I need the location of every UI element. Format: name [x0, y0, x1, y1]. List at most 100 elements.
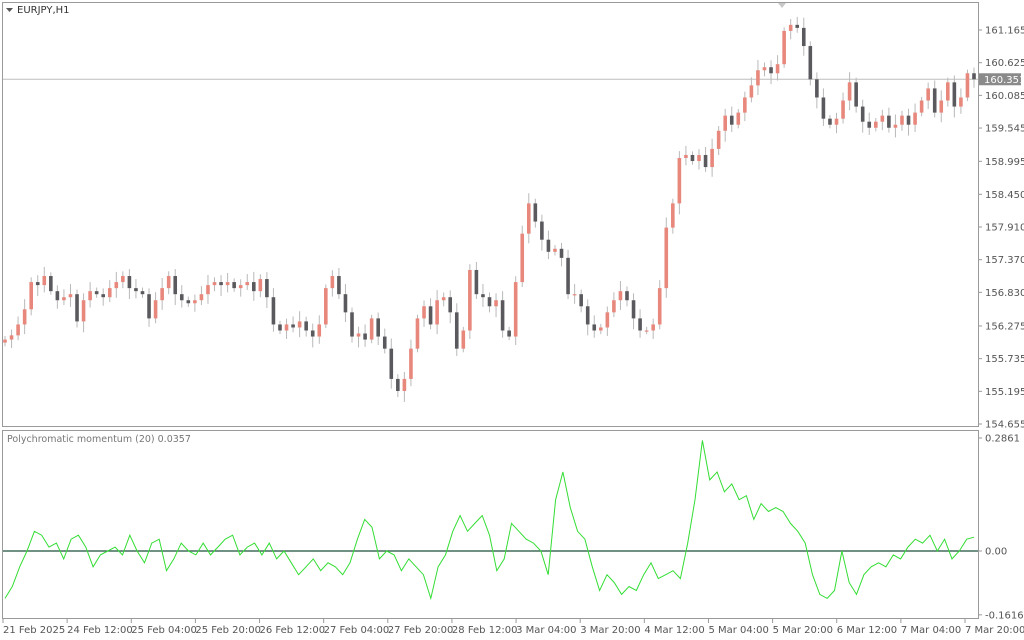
candle: [134, 279, 138, 299]
candle: [422, 300, 426, 327]
candle-body: [193, 300, 197, 304]
candle-body: [900, 115, 904, 125]
time-tick-label: 5 Mar 20:00: [773, 625, 833, 636]
candle-body: [618, 291, 623, 301]
candle: [762, 62, 767, 77]
candle: [657, 280, 662, 330]
momentum-tick-label: -0.1616: [985, 610, 1024, 621]
candle: [919, 96, 924, 117]
time-tick-label: 27 Feb 20:00: [388, 625, 454, 636]
candle: [821, 88, 826, 126]
candle: [579, 289, 583, 313]
candle-body: [526, 203, 531, 234]
candle: [566, 249, 570, 300]
candle: [664, 217, 669, 298]
candle: [592, 315, 597, 338]
candle-body: [238, 285, 243, 289]
candle: [225, 272, 230, 293]
candle: [769, 60, 773, 85]
candle: [415, 314, 420, 353]
time-tick-label: 27 Feb 04:00: [324, 625, 390, 636]
price-tick-label: 155.735: [985, 354, 1024, 365]
candle: [265, 272, 269, 309]
candle-body: [631, 300, 636, 319]
candle: [9, 329, 14, 349]
candle: [494, 293, 498, 318]
candle-body: [206, 285, 210, 295]
candle: [860, 99, 865, 133]
candle-body: [913, 112, 917, 125]
candle: [906, 108, 911, 136]
candle-body: [625, 291, 629, 301]
candle-body: [186, 300, 191, 304]
candle-body: [860, 106, 865, 122]
chart-shift-marker[interactable]: [778, 3, 786, 8]
time-tick-label: 7 Mar 04:00: [901, 625, 961, 636]
candle-body: [638, 318, 642, 331]
candle: [572, 284, 577, 304]
candle: [291, 316, 295, 333]
candle: [173, 269, 178, 306]
candle-body: [304, 321, 308, 331]
candle-body: [232, 282, 236, 289]
candle-body: [599, 327, 603, 331]
candle-body: [644, 330, 649, 332]
candle: [638, 309, 642, 338]
candle-body: [873, 121, 878, 128]
candle-body: [134, 288, 138, 292]
candle-body: [389, 348, 394, 379]
candle-body: [906, 115, 911, 125]
candle-body: [369, 318, 374, 340]
candle: [585, 299, 590, 336]
candle: [671, 198, 675, 234]
candle: [166, 271, 171, 295]
candle: [540, 214, 544, 251]
candle-body: [677, 158, 682, 204]
candle: [854, 77, 858, 113]
candle: [88, 282, 92, 308]
candle: [238, 279, 243, 297]
candle-body: [101, 294, 106, 298]
candle: [867, 112, 872, 136]
candle: [107, 280, 112, 303]
symbol-dropdown-icon[interactable]: [6, 8, 13, 12]
candle-body: [756, 70, 760, 86]
candle-body: [271, 297, 276, 325]
candle-body: [448, 297, 453, 313]
candle-body: [612, 300, 616, 313]
candle: [337, 268, 341, 300]
candle-body: [88, 291, 92, 301]
candle-body: [487, 297, 492, 307]
candle: [284, 318, 289, 339]
candle: [369, 314, 374, 344]
candle: [926, 82, 930, 109]
candle: [553, 245, 557, 256]
candle: [959, 88, 963, 114]
candle: [946, 77, 950, 107]
candle-body: [513, 282, 518, 337]
candle-body: [690, 154, 695, 162]
momentum-tick-label: 0.2861: [985, 434, 1020, 445]
candle-body: [546, 239, 551, 252]
candle-body: [350, 312, 354, 337]
candle: [801, 17, 806, 56]
candle-body: [808, 46, 813, 80]
candle-body: [376, 318, 380, 337]
candle-body: [965, 73, 970, 98]
candle-body: [684, 154, 688, 159]
candle: [782, 27, 786, 68]
candle: [887, 107, 891, 133]
candle-body: [749, 85, 754, 98]
candle: [932, 80, 937, 118]
candle: [199, 286, 204, 306]
candle: [94, 287, 99, 298]
candle-body: [474, 269, 479, 295]
candle-body: [245, 282, 250, 286]
candle-body: [324, 288, 328, 325]
candle: [684, 145, 688, 166]
candle: [317, 315, 322, 344]
candle: [828, 115, 832, 129]
candle: [330, 270, 335, 297]
candle-body: [428, 306, 433, 325]
